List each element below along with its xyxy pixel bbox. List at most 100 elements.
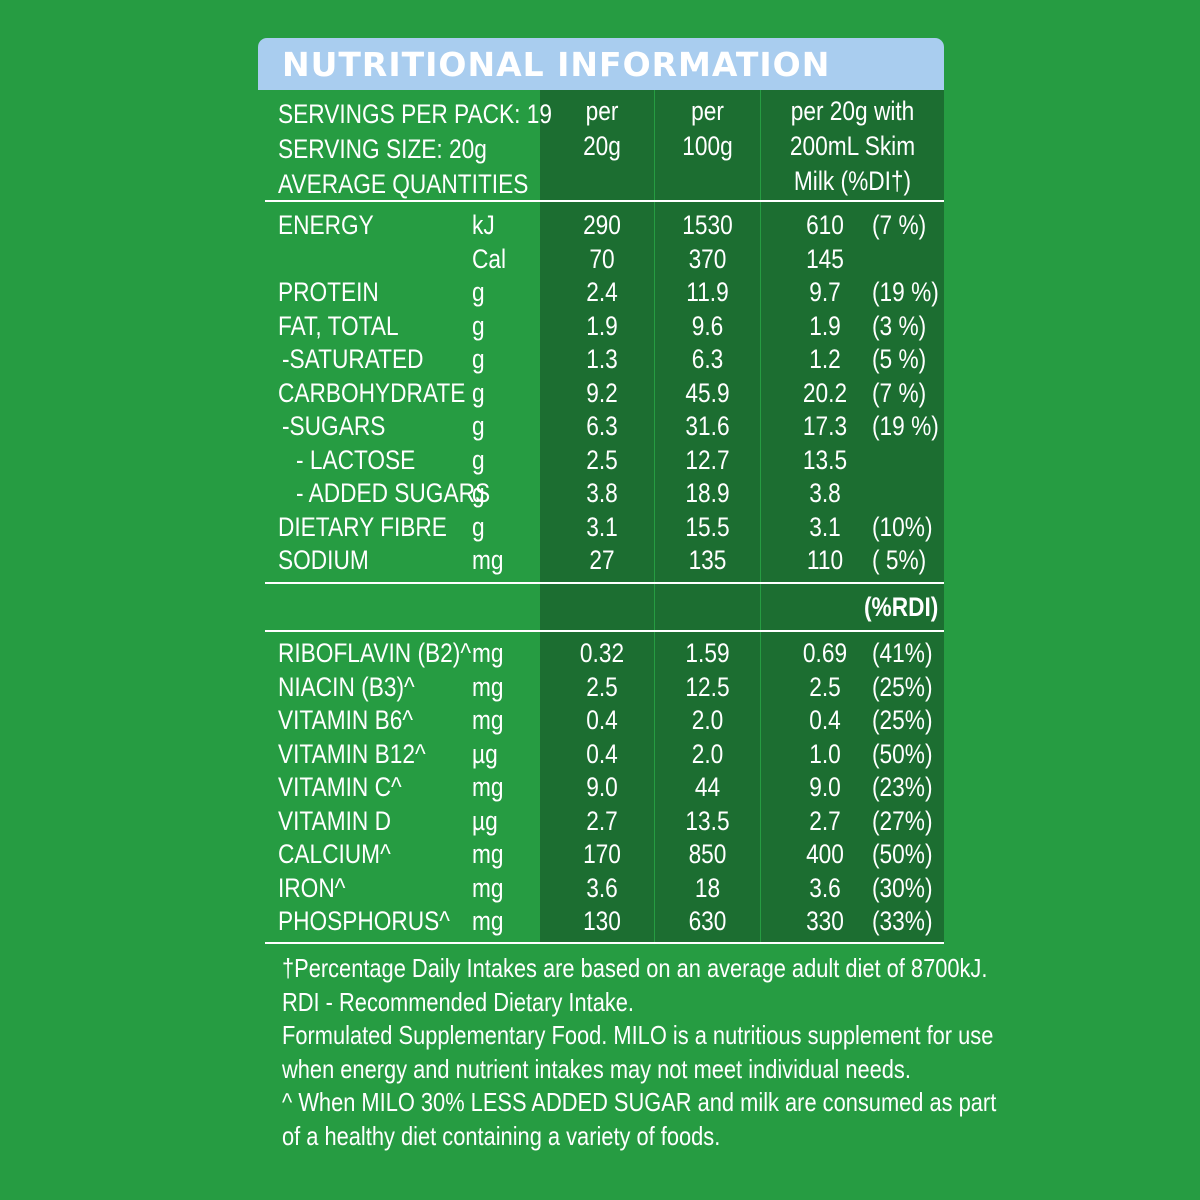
row-unit: g [472,277,485,307]
col-header-per-serve: per 20g [583,96,621,161]
row-with-milk: 9.0 [809,772,841,802]
col-header-with-milk: per 20g with 200mL Skim Milk (%DI†) [789,96,916,196]
row-with-milk: 110 [806,545,844,575]
row-name: FAT, TOTAL [278,310,399,341]
row-per-serve: 0.32 [579,638,625,668]
row-per-100g: 31.6 [685,411,730,441]
row-percent: (23%) [872,772,933,802]
row-unit: µg [472,738,498,769]
row-percent: (19 %) [872,411,939,441]
row-with-milk: 330 [806,906,844,936]
footnote-line: †Percentage Daily Intakes are based on a… [282,953,988,983]
row-percent: (5 %) [872,344,927,374]
row-with-milk: 17.3 [802,411,848,441]
footnote-line: RDI - Recommended Dietary Intake. [282,986,634,1017]
row-per-100g: 630 [688,906,727,936]
row-unit: mg [472,545,504,575]
row-with-milk: 9.7 [809,277,841,307]
row-unit: g [472,344,485,374]
row-per-100g: 9.6 [691,310,724,341]
row-per-100g: 370 [688,243,727,274]
row-with-milk: 2.5 [809,671,841,702]
row-per-serve: 3.1 [586,511,618,542]
row-percent: (50%) [872,839,933,869]
row-per-serve: 70 [589,243,615,274]
column-shade-with-milk [761,90,944,942]
row-unit: mg [472,839,504,869]
row-name: PHOSPHORUS^ [278,906,450,936]
row-with-milk: 0.4 [809,705,841,735]
row-unit: µg [472,805,498,836]
footnote-line: Formulated Supplementary Food. MILO is a… [282,1020,994,1050]
row-percent: (7 %) [872,377,927,408]
row-percent: (7 %) [872,210,927,240]
row-unit: g [472,377,485,408]
row-with-milk: 145 [806,243,844,274]
row-with-milk: 20.2 [802,377,848,408]
row-per-100g: 1.59 [685,638,730,668]
row-per-serve: 27 [589,545,615,575]
row-name: VITAMIN B12^ [278,738,426,769]
row-with-milk: 3.8 [809,478,841,508]
row-name: - ADDED SUGARS [296,478,491,508]
row-unit: g [472,444,485,475]
row-with-milk: 0.69 [802,638,848,668]
row-percent: ( 5%) [872,545,927,575]
row-per-100g: 18.9 [685,478,730,508]
row-name: -SATURATED [282,344,424,374]
row-name: CALCIUM^ [278,839,391,869]
row-percent: (50%) [872,738,933,769]
row-per-100g: 1530 [682,210,733,240]
row-unit: mg [472,772,504,802]
row-unit: mg [472,906,504,936]
row-per-100g: 44 [694,772,721,802]
row-name: IRON^ [278,872,346,903]
row-name: -SUGARS [282,411,386,441]
row-with-milk: 1.9 [809,310,841,341]
average-quantities: AVERAGE QUANTITIES [278,169,529,199]
row-per-serve: 2.5 [586,444,618,475]
row-per-100g: 15.5 [685,511,730,542]
row-unit: g [472,478,485,508]
row-percent: (25%) [872,705,933,735]
row-with-milk: 3.1 [809,511,841,542]
row-per-serve: 0.4 [586,738,618,769]
row-with-milk: 1.0 [809,738,841,769]
column-shade-per-serve [540,90,654,942]
title-bar: NUTRITIONAL INFORMATION [258,38,944,90]
footnote-line: when energy and nutrient intakes may not… [282,1053,911,1084]
row-per-serve: 130 [583,906,621,936]
row-percent: (33%) [872,906,933,936]
row-unit: mg [472,638,504,668]
row-with-milk: 2.7 [809,805,841,836]
row-with-milk: 13.5 [802,444,848,475]
row-name: DIETARY FIBRE [278,511,447,542]
row-per-serve: 0.4 [586,705,618,735]
row-per-100g: 11.9 [686,277,729,307]
row-unit: mg [472,872,504,903]
row-unit: kJ [472,210,495,240]
row-unit: mg [472,671,504,702]
row-per-100g: 13.5 [685,805,730,836]
panel-title: NUTRITIONAL INFORMATION [282,45,831,84]
row-per-100g: 135 [688,545,727,575]
row-per-serve: 290 [583,210,621,240]
row-with-milk: 1.2 [809,344,841,374]
row-unit: Cal [472,243,507,274]
row-name: VITAMIN D [278,805,391,836]
row-per-100g: 18 [694,872,721,903]
servings-per-pack: SERVINGS PER PACK: 19 [278,99,552,129]
row-name: PROTEIN [278,277,379,307]
row-per-serve: 9.2 [586,377,618,408]
row-percent: (27%) [872,805,933,836]
footnote-line: ^ When MILO 30% LESS ADDED SUGAR and mil… [282,1087,997,1117]
column-shade-per-100g [655,90,760,942]
row-unit: g [472,411,485,441]
rule-table-end [265,942,944,944]
row-per-100g: 2.0 [691,738,724,769]
row-per-100g: 12.5 [685,671,730,702]
row-per-serve: 6.3 [586,411,618,441]
row-with-milk: 400 [806,839,844,869]
row-name: CARBOHYDRATE [278,377,466,408]
